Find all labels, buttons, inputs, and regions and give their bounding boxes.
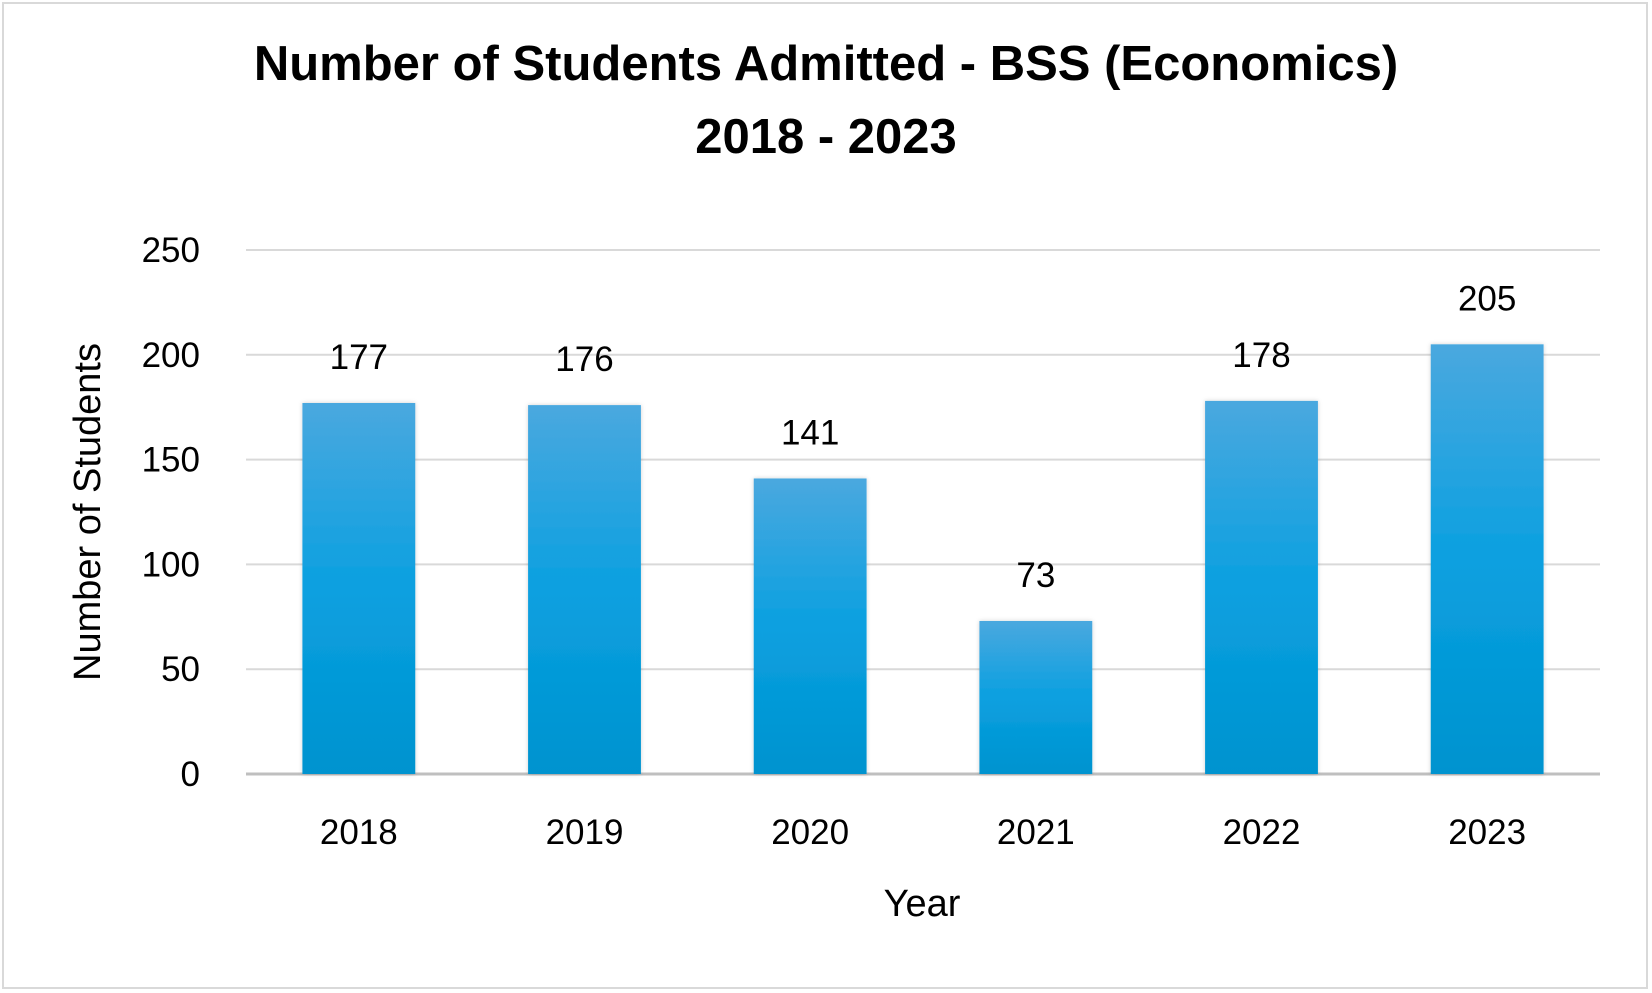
x-tick-label-2022: 2022 xyxy=(1223,813,1301,852)
bar-2023 xyxy=(1430,344,1544,774)
y-tick-label: 0 xyxy=(181,755,200,794)
data-label-2019: 176 xyxy=(555,340,613,379)
data-label-2021: 73 xyxy=(1016,556,1055,595)
data-label-2018: 177 xyxy=(330,338,388,377)
data-label-2023: 205 xyxy=(1458,279,1516,318)
bar-2020 xyxy=(753,478,867,774)
y-tick-label: 150 xyxy=(142,441,200,480)
chart-title-line-1: Number of Students Admitted - BSS (Econo… xyxy=(253,37,1399,91)
chart-title-line-2: 2018 - 2023 xyxy=(695,110,957,164)
y-tick-label: 100 xyxy=(142,545,200,584)
bar-2019 xyxy=(528,405,641,774)
x-axis-title: Year xyxy=(884,883,961,925)
gridlines xyxy=(246,249,1600,776)
x-tick-label-2021: 2021 xyxy=(997,813,1075,852)
x-tick-label-2019: 2019 xyxy=(546,813,624,852)
chart-title: Number of Students Admitted - BSS (Econo… xyxy=(0,28,1652,174)
labels: 0 50 100 150 200 250 177 2018 176 2019 141 2020 73 20… xyxy=(142,231,1527,852)
y-tick-label: 200 xyxy=(142,336,200,375)
x-tick-label-2020: 2020 xyxy=(771,813,849,852)
x-tick-label-2023: 2023 xyxy=(1448,813,1526,852)
bar-2022 xyxy=(1205,400,1318,774)
data-label-2022: 178 xyxy=(1232,336,1290,375)
y-axis-title: Number of Students xyxy=(67,343,109,681)
bars xyxy=(302,344,1544,774)
bar-2021 xyxy=(979,620,1093,774)
y-tick-label: 50 xyxy=(161,650,200,689)
bar-2018 xyxy=(302,403,416,774)
x-tick-label-2018: 2018 xyxy=(320,813,398,852)
data-label-2020: 141 xyxy=(781,413,839,452)
y-tick-label: 250 xyxy=(142,231,200,270)
